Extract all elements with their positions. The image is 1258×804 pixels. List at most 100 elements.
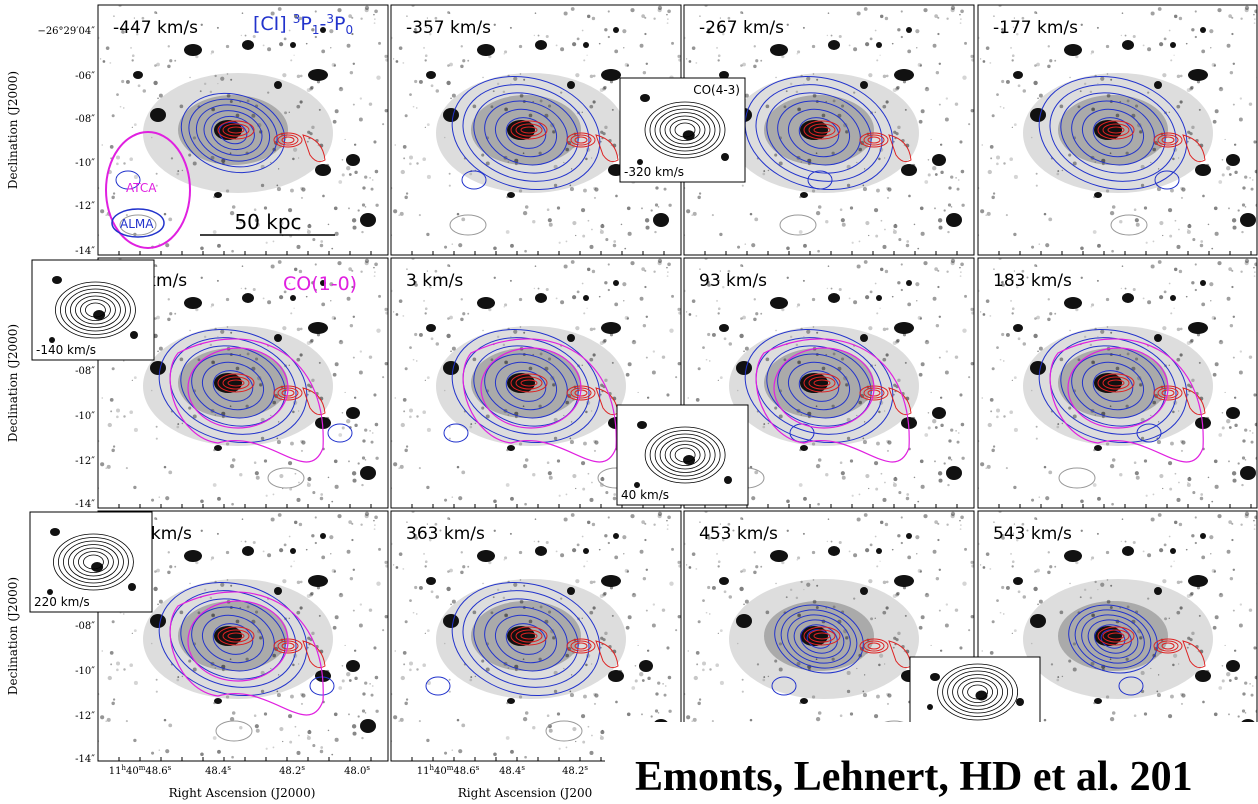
speckle xyxy=(299,353,303,357)
speckle xyxy=(982,313,986,316)
speckle xyxy=(697,620,701,624)
inset-galaxy xyxy=(927,704,933,710)
speckle xyxy=(434,269,438,273)
speckle xyxy=(279,42,284,47)
speckle xyxy=(815,405,818,408)
speckle xyxy=(382,123,385,126)
speckle xyxy=(707,282,709,284)
speckle xyxy=(426,174,431,179)
speckle xyxy=(717,632,719,634)
speckle xyxy=(1162,579,1167,584)
galaxy xyxy=(1226,407,1240,419)
speckle xyxy=(1001,29,1003,31)
speckle xyxy=(534,265,537,267)
speckle xyxy=(687,397,689,399)
speckle xyxy=(217,749,221,754)
speckle xyxy=(176,425,180,429)
speckle xyxy=(946,523,949,526)
speckle xyxy=(192,667,197,672)
inset-galaxy xyxy=(130,331,138,339)
speckle xyxy=(362,692,366,696)
speckle xyxy=(422,157,427,161)
speckle xyxy=(741,690,744,693)
speckle xyxy=(1253,393,1257,397)
speckle xyxy=(1013,485,1017,490)
speckle xyxy=(125,214,128,217)
x-tick-part: s xyxy=(476,764,480,772)
speckle xyxy=(1001,533,1004,537)
speckle xyxy=(346,166,351,171)
galaxy xyxy=(184,550,202,562)
speckle xyxy=(339,340,342,342)
speckle xyxy=(1119,220,1123,224)
galaxy xyxy=(613,533,619,539)
speckle xyxy=(882,357,887,362)
speckle xyxy=(229,658,232,661)
speckle xyxy=(666,275,669,278)
speckle xyxy=(1132,34,1136,39)
speckle xyxy=(444,245,448,249)
speckle xyxy=(841,357,845,361)
speckle xyxy=(449,568,453,573)
speckle xyxy=(996,415,999,419)
speckle xyxy=(1163,290,1167,294)
speckle xyxy=(447,264,450,267)
speckle xyxy=(707,533,710,537)
speckle xyxy=(586,54,588,56)
speckle xyxy=(614,49,619,54)
galaxy xyxy=(1195,164,1211,176)
speckle xyxy=(717,312,720,315)
speckle xyxy=(443,389,446,392)
galaxy xyxy=(1030,614,1046,628)
speckle xyxy=(812,579,815,581)
galaxy xyxy=(736,614,752,628)
speckle xyxy=(1191,378,1195,383)
speckle xyxy=(749,465,753,469)
speckle xyxy=(1192,238,1196,242)
speckle xyxy=(685,58,688,60)
speckle xyxy=(505,483,510,487)
speckle xyxy=(1013,232,1017,237)
speckle xyxy=(938,103,941,106)
speckle xyxy=(1061,675,1064,678)
speckle xyxy=(333,317,337,320)
speckle xyxy=(1200,493,1204,496)
speckle xyxy=(868,579,873,584)
galaxy xyxy=(535,40,547,50)
speckle xyxy=(469,678,473,682)
speckle xyxy=(298,157,300,159)
galaxy xyxy=(360,466,376,480)
speckle xyxy=(311,281,315,285)
speckle xyxy=(404,701,408,706)
speckle xyxy=(667,18,669,20)
red-contour xyxy=(574,642,588,650)
ci-contour xyxy=(212,370,254,402)
speckle xyxy=(467,59,470,62)
speckle xyxy=(1034,11,1037,14)
speckle xyxy=(299,100,303,104)
panel-frame xyxy=(97,4,389,256)
speckle xyxy=(838,540,842,545)
x-tick-part: 48.0 xyxy=(344,766,366,777)
speckle xyxy=(435,595,439,599)
x-tick-label: 48.4s xyxy=(499,764,525,777)
speckle xyxy=(493,529,496,532)
speckle xyxy=(1251,179,1254,181)
speckle xyxy=(762,425,766,429)
speckle xyxy=(1232,225,1237,230)
galaxy xyxy=(507,698,515,704)
speckle xyxy=(900,263,903,266)
speckle xyxy=(252,287,256,292)
speckle xyxy=(1143,206,1148,210)
ci-contour xyxy=(191,353,275,419)
speckle xyxy=(695,62,698,64)
speckle xyxy=(246,605,250,609)
red-contour xyxy=(510,120,548,140)
speckle xyxy=(413,537,416,539)
ci-contour xyxy=(505,370,547,402)
speckle xyxy=(376,581,381,586)
speckle xyxy=(599,341,604,346)
red-contour xyxy=(1161,642,1175,650)
speckle xyxy=(272,653,277,658)
speckle xyxy=(339,593,342,595)
